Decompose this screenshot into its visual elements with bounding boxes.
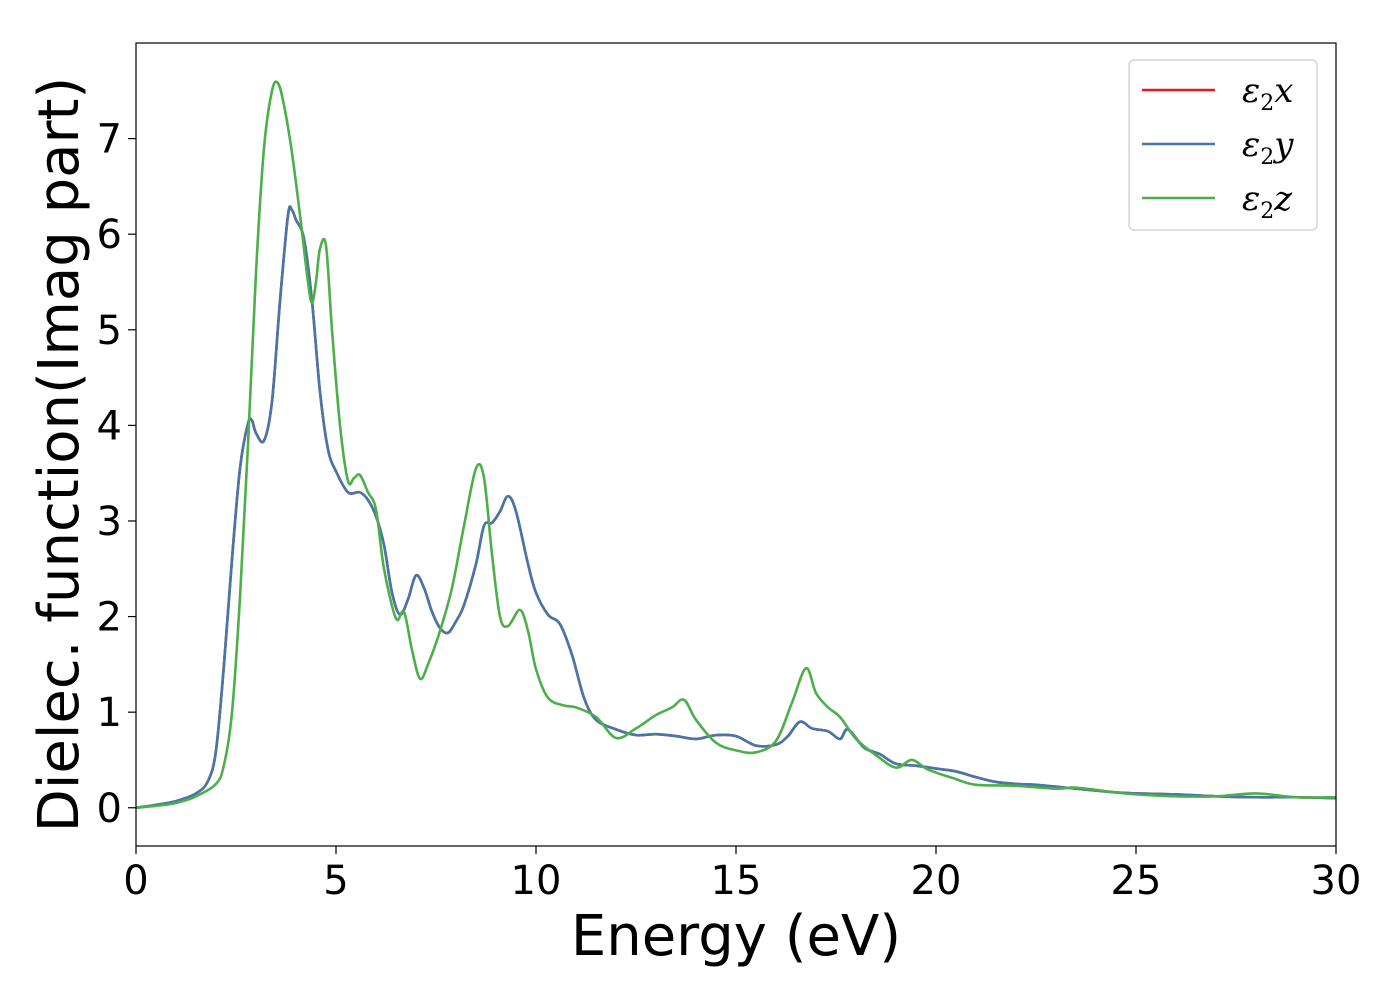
y-tick-label: 7 xyxy=(97,117,122,163)
legend-label: ε2x xyxy=(1242,71,1293,116)
y-tick-label: 4 xyxy=(97,403,122,449)
legend: ε2x ε2y ε2z xyxy=(1128,59,1318,231)
x-tick-label: 20 xyxy=(911,858,962,904)
x-axis-title: Energy (eV) xyxy=(571,904,901,969)
legend-entry-x: ε2x xyxy=(1142,71,1293,116)
x-tick-label: 0 xyxy=(123,858,148,904)
y-tick-label: 2 xyxy=(97,595,122,641)
y-tick-label: 1 xyxy=(97,690,122,736)
x-tick-label: 15 xyxy=(711,858,762,904)
series-line-y xyxy=(136,205,1336,810)
y-tick-label: 3 xyxy=(97,499,122,545)
x-tick-label: 30 xyxy=(1311,858,1362,904)
y-axis-title: Dielec. function(Imag part) xyxy=(27,77,92,833)
x-tick-label: 10 xyxy=(511,858,562,904)
y-tick-label: 0 xyxy=(97,786,122,832)
legend-label: ε2y xyxy=(1242,125,1294,170)
series-line-z xyxy=(136,80,1336,810)
legend-entry-y: ε2y xyxy=(1142,125,1294,170)
x-tick-label: 5 xyxy=(323,858,348,904)
legend-label: ε2z xyxy=(1242,179,1293,224)
series-layer xyxy=(136,80,1336,810)
y-tick-label: 5 xyxy=(97,308,122,354)
legend-entry-z: ε2z xyxy=(1142,179,1293,224)
x-tick-label: 25 xyxy=(1111,858,1162,904)
y-tick-label: 6 xyxy=(97,212,122,258)
ticks-layer: 0 5 10 15 20 25 30 0 1 2 3 4 5 6 7 xyxy=(97,117,1362,904)
legend-frame xyxy=(1128,59,1318,231)
